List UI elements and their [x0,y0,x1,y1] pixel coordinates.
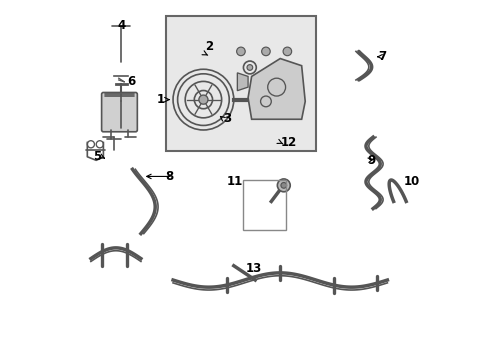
FancyBboxPatch shape [102,93,137,132]
Circle shape [261,47,270,56]
Text: 11: 11 [226,175,242,188]
Bar [165,16,315,152]
Text: 4: 4 [117,19,125,32]
Text: 3: 3 [223,112,231,125]
Polygon shape [237,73,247,91]
Text: 7: 7 [378,50,386,63]
Text: 13: 13 [245,262,261,275]
Text: 2: 2 [205,40,213,53]
Text: 1: 1 [157,93,165,106]
Text: 5: 5 [93,150,102,163]
Polygon shape [247,59,305,119]
Circle shape [246,64,252,70]
Circle shape [199,95,207,104]
Text: 8: 8 [164,170,173,183]
Text: 12: 12 [280,136,296,149]
Text: 9: 9 [367,154,375,167]
Bar [242,180,285,230]
Text: 10: 10 [403,175,419,188]
Circle shape [283,47,291,56]
Text: 6: 6 [127,75,135,88]
Circle shape [281,183,286,188]
Circle shape [236,47,244,56]
Circle shape [277,179,290,192]
